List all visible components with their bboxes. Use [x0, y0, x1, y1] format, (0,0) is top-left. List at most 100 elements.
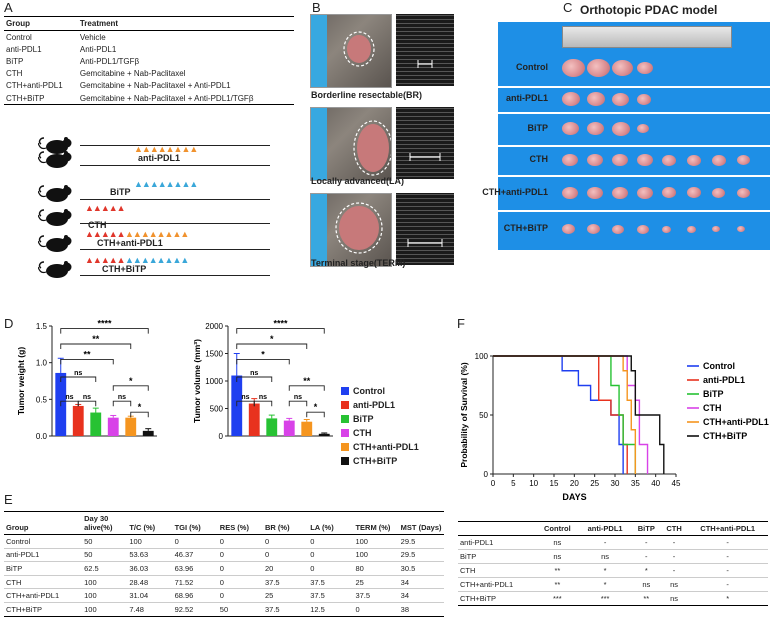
y-tick-label: 50 — [479, 411, 488, 420]
table-cell: 100 — [353, 548, 399, 563]
bar — [266, 418, 278, 436]
dose-markers: ▲▲▲▲▲▲▲▲ — [134, 144, 198, 154]
ultrasound-image — [396, 14, 454, 86]
mouse-icon — [37, 182, 74, 204]
significance-label: ns — [250, 370, 258, 377]
table-header: CTH+anti-PDL1 — [687, 521, 768, 536]
dose-markers: ▲▲▲▲▲ — [85, 203, 126, 213]
table-cell: ns — [536, 549, 579, 564]
table-cell: - — [578, 535, 632, 550]
tumor-specimen — [637, 93, 652, 105]
timeline — [80, 165, 270, 166]
table-row: CTH ** * * - - — [458, 563, 768, 578]
tumor-specimen — [612, 186, 628, 199]
mouse-icon — [37, 206, 74, 228]
table-row: CTH+BiTP Gemcitabine + Nab-Paclitaxel + A… — [4, 91, 294, 106]
treatment-cell: Gemcitabine + Nab-Paclitaxel + Anti-PDL1 — [79, 81, 231, 91]
table-cell: 0 — [263, 534, 309, 549]
mouse-icon — [37, 134, 74, 156]
tumor-specimen — [637, 124, 649, 133]
tumor-specimen — [587, 186, 603, 199]
tumor-specimen — [662, 187, 677, 198]
table-cell: 63.96 — [172, 561, 218, 576]
table-cell: * — [578, 563, 632, 578]
y-tick-label: 1.0 — [36, 359, 48, 368]
significance-label: * — [129, 376, 133, 386]
tumor-specimen — [637, 62, 653, 74]
y-tick-label: 0.0 — [36, 432, 48, 441]
legend-label: BiTP — [703, 389, 724, 399]
table-row: CTH+anti-PDL1 Gemcitabine + Nab-Paclitaxe… — [4, 80, 294, 92]
table-cell: ** — [536, 577, 579, 592]
survival-curve — [493, 355, 624, 474]
table-cell: 0 — [217, 534, 263, 549]
timeline — [80, 249, 270, 250]
significance-bracket — [112, 385, 149, 391]
table-cell: anti-PDL1 — [4, 548, 83, 563]
group-label: CTH+BiTP — [503, 223, 548, 233]
table-cell: - — [687, 563, 768, 578]
y-tick-label: 1.5 — [36, 322, 48, 331]
dose-markers: ▲▲▲▲▲▲▲▲ — [125, 255, 189, 265]
tumor-photo-board — [498, 22, 770, 250]
row-divider — [498, 145, 770, 147]
y-tick-label: 0 — [484, 470, 489, 479]
table-cell: *** — [536, 591, 579, 606]
tumor-specimen — [712, 187, 725, 198]
significance-bracket — [236, 328, 325, 334]
x-tick-label: 5 — [511, 479, 516, 488]
significance-label: ns — [65, 394, 73, 401]
group-label: anti-PDL1 — [505, 93, 548, 103]
table-cell: 0 — [308, 561, 354, 576]
tumor-specimen — [612, 224, 624, 234]
tumor-specimen — [737, 187, 750, 198]
significance-bracket — [77, 400, 97, 407]
table-cell: * — [578, 577, 632, 592]
table-header — [458, 521, 537, 536]
legend-label: CTH+anti-PDL1 — [353, 442, 419, 452]
table-cell: ns — [536, 535, 579, 550]
table-cell: 50 — [82, 534, 128, 549]
significance-label: * — [270, 334, 274, 344]
bar — [142, 430, 154, 436]
tumor-specimen — [587, 122, 604, 135]
tumor-specimen — [662, 154, 677, 166]
dose-markers: ▲▲▲▲▲▲▲▲ — [134, 179, 198, 189]
tumor-specimen — [562, 59, 586, 77]
significance-label: **** — [97, 319, 112, 329]
table-cell: 62.5 — [82, 561, 128, 576]
tumor-specimen — [712, 226, 720, 232]
significance-label: ns — [118, 394, 126, 401]
table-row: anti-PDL1 Anti-PDL1 — [4, 43, 294, 55]
table-cell: 37.5 — [308, 575, 354, 590]
table-cell: 100 — [353, 534, 399, 549]
table-cell: 0 — [217, 575, 263, 590]
significance-bracket — [236, 358, 290, 365]
tumor-specimen — [562, 224, 575, 234]
tumor-specimen — [562, 92, 581, 106]
x-tick-label: 35 — [631, 479, 640, 488]
table-row: CTH+BiTP 100 7.48 92.52 50 37.5 12.5 0 38 — [4, 602, 444, 617]
table-header: BR (%) — [263, 511, 309, 535]
panel-c-label: C — [563, 0, 573, 15]
table-cell: 37.5 — [353, 588, 399, 603]
tumor-specimen — [562, 122, 579, 135]
legend-label: CTH+BiTP — [353, 456, 398, 466]
table-header: TGI (%) — [172, 511, 218, 535]
ruler — [562, 26, 732, 48]
table-cell: 53.63 — [127, 548, 173, 563]
significance-bracket — [60, 358, 114, 365]
table-row: CTH+anti-PDL1 ** * ns ns - — [458, 577, 768, 592]
schedule-label: CTH+anti-PDL1 — [97, 238, 163, 248]
mouse-tumor-photo — [310, 107, 393, 181]
legend-label: CTH+anti-PDL1 — [703, 417, 769, 427]
significance-label: ** — [92, 334, 100, 344]
significance-label: * — [314, 402, 318, 412]
group-cell: CTH+anti-PDL1 — [6, 81, 63, 91]
table-cell: * — [631, 563, 661, 578]
significance-bracket — [306, 411, 325, 418]
survival-curve — [493, 355, 649, 474]
table-cell: - — [660, 549, 688, 564]
x-tick-label: 0 — [491, 479, 496, 488]
mouse-tumor-photo — [310, 14, 392, 88]
